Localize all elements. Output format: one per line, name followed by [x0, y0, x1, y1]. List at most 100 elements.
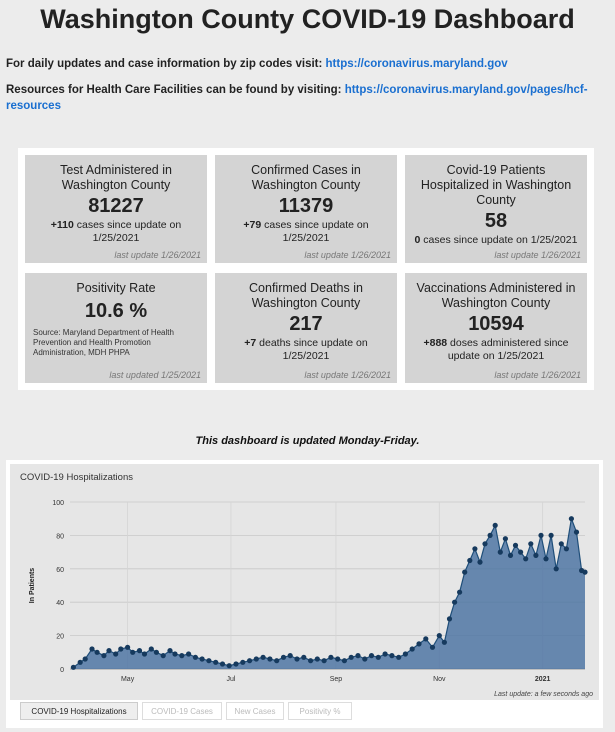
data-point: [94, 649, 100, 655]
data-point: [538, 532, 544, 538]
data-point: [186, 651, 192, 657]
tab-covid-cases[interactable]: COVID-19 Cases: [142, 702, 222, 720]
card-delta: +7: [244, 337, 257, 349]
data-point: [396, 654, 402, 660]
card-title: Confirmed Deaths in Washington County: [249, 281, 363, 310]
series-area: [73, 518, 585, 669]
card-change: +888 doses administered since update on …: [405, 337, 587, 363]
data-point: [260, 654, 266, 660]
data-point: [233, 661, 239, 667]
data-point: [528, 541, 534, 547]
data-point: [287, 653, 293, 659]
data-point: [375, 654, 381, 660]
card-change-text: cases since update on 1/25/2021: [261, 219, 369, 244]
data-point: [409, 646, 415, 652]
card-delta: +79: [243, 219, 262, 231]
card-change-text: cases since update on 1/25/2021: [73, 219, 182, 244]
card-last-update: last update 1/26/2021: [494, 250, 581, 260]
x-tick-label: Sep: [330, 676, 343, 683]
card-delta: 0: [414, 234, 421, 246]
card-value: 10.6 %: [84, 300, 148, 322]
data-point: [389, 653, 395, 659]
data-point: [113, 651, 119, 657]
card-last-update: last update 1/26/2021: [494, 370, 581, 380]
chart-last-update: Last update: a few seconds ago: [494, 691, 593, 698]
data-point: [118, 646, 124, 652]
x-tick-label: Jul: [226, 676, 235, 683]
data-point: [167, 648, 173, 654]
data-point: [558, 541, 564, 547]
card-title: Covid-19 Patients Hospitalized in Washin…: [420, 163, 572, 207]
tab-positivity[interactable]: Positivity %: [288, 702, 352, 720]
data-point: [226, 663, 232, 669]
card-confirmed-cases: Confirmed Cases in Washington County 113…: [215, 155, 397, 263]
data-point: [462, 569, 468, 575]
y-tick-label: 60: [56, 567, 64, 574]
data-point: [482, 541, 488, 547]
card-vaccinations: Vaccinations Administered in Washington …: [405, 273, 587, 383]
data-point: [533, 552, 539, 558]
y-tick-label: 100: [52, 500, 64, 507]
data-point: [507, 552, 514, 558]
data-point: [492, 522, 498, 528]
card-title: Positivity Rate: [76, 281, 156, 295]
page-title: Washington County COVID-19 Dashboard: [40, 4, 575, 34]
data-point: [308, 658, 314, 664]
data-point: [467, 557, 473, 564]
data-point: [382, 651, 388, 657]
x-tick-label: 2021: [535, 676, 551, 683]
data-point: [82, 656, 88, 662]
x-tick-label: Nov: [433, 676, 446, 683]
card-change: 0 cases since update on 1/25/2021: [405, 234, 587, 247]
card-value: 11379: [278, 195, 334, 217]
card-delta: +888: [423, 337, 448, 349]
hcf-resources-text: Resources for Health Care Facilities can…: [6, 84, 345, 96]
data-point: [446, 616, 453, 622]
chart-title: COVID-19 Hospitalizations: [20, 472, 133, 483]
hospitalizations-chart-panel: COVID-19 Hospitalizations 0 20 40 60 80 100 Ma…: [6, 460, 603, 728]
hcf-resources-link[interactable]: https://coronavirus.maryland.gov/pages/h…: [6, 84, 588, 112]
data-point: [502, 536, 508, 542]
data-point: [548, 532, 554, 538]
data-point: [321, 658, 327, 664]
data-point: [160, 653, 166, 659]
data-point: [512, 542, 519, 548]
data-point: [247, 658, 253, 664]
tab-covid-hospitalizations[interactable]: COVID-19 Hospitalizations: [20, 702, 138, 720]
data-point: [219, 661, 226, 667]
card-value: 58: [484, 210, 508, 232]
data-point: [172, 651, 178, 657]
daily-updates-note: For daily updates and case information b…: [6, 56, 508, 72]
y-axis-label: In Patients: [29, 568, 36, 604]
card-confirmed-deaths: Confirmed Deaths in Washington County 21…: [215, 273, 397, 383]
daily-updates-text: For daily updates and case information b…: [6, 58, 326, 70]
card-change: +7 deaths since update on 1/25/2021: [215, 337, 397, 363]
data-point: [101, 653, 107, 659]
data-point: [523, 556, 529, 562]
data-point: [106, 648, 112, 654]
card-title: Confirmed Cases in Washington County: [251, 163, 361, 192]
update-schedule-notice: This dashboard is updated Monday-Friday.: [195, 435, 420, 447]
data-point: [563, 546, 570, 552]
data-point: [553, 566, 559, 572]
data-point: [582, 569, 588, 575]
card-positivity-rate: Positivity Rate 10.6 % Source: Maryland …: [25, 273, 207, 383]
card-change: +110 cases since update on 1/25/2021: [25, 219, 207, 245]
data-point: [294, 656, 300, 662]
hospitalizations-chart: 0 20 40 60 80 100 May Jul Sep Nov 2021 In Patients: [29, 500, 588, 683]
data-point: [130, 649, 136, 655]
y-tick-label: 0: [60, 667, 64, 674]
card-delta: +110: [50, 219, 74, 231]
data-point: [192, 654, 198, 660]
card-value: 217: [289, 313, 323, 335]
data-point: [179, 653, 185, 659]
data-point: [274, 658, 280, 664]
card-change: +79 cases since update on 1/25/2021: [215, 219, 397, 245]
data-point: [89, 646, 95, 652]
data-point: [301, 654, 307, 660]
x-tick-label: May: [121, 676, 135, 683]
card-value: 10594: [468, 313, 524, 335]
daily-updates-link[interactable]: https://coronavirus.maryland.gov: [325, 58, 508, 70]
data-point: [267, 656, 273, 662]
tab-new-cases[interactable]: New Cases: [226, 702, 284, 720]
